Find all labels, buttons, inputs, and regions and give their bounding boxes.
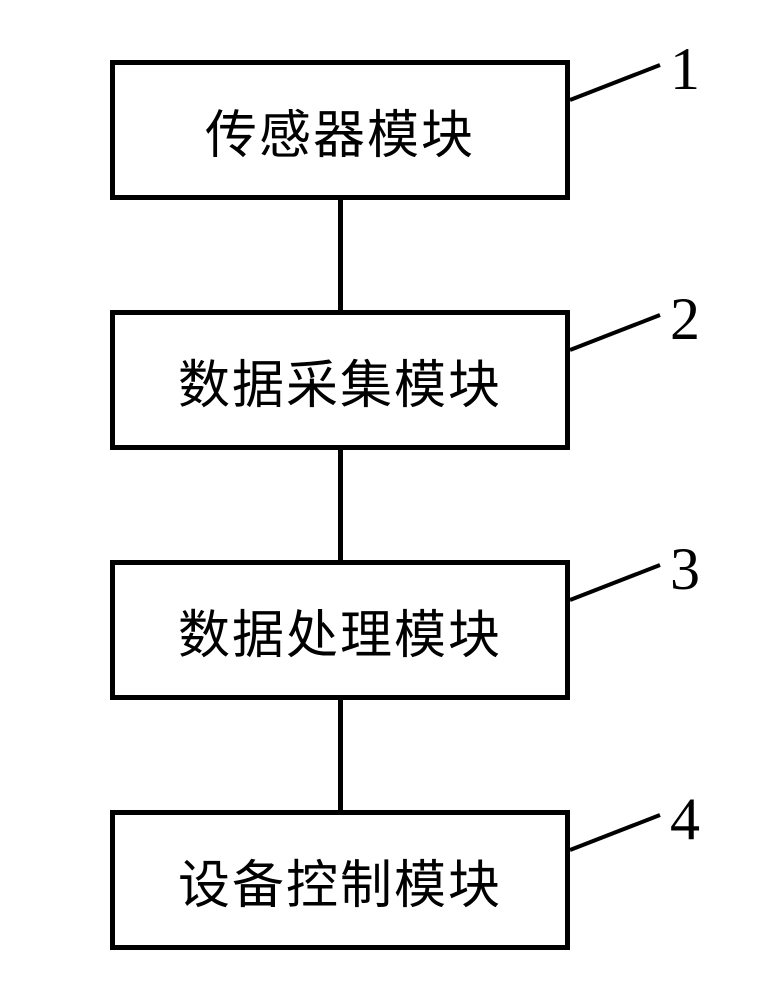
leader-line-4: [50, 40, 725, 965]
number-label-4: 4: [670, 785, 700, 854]
number-4-text: 4: [670, 786, 700, 852]
flowchart-container: 传感器模块 数据采集模块 数据处理模块 设备控制模块 1 2: [50, 40, 725, 960]
